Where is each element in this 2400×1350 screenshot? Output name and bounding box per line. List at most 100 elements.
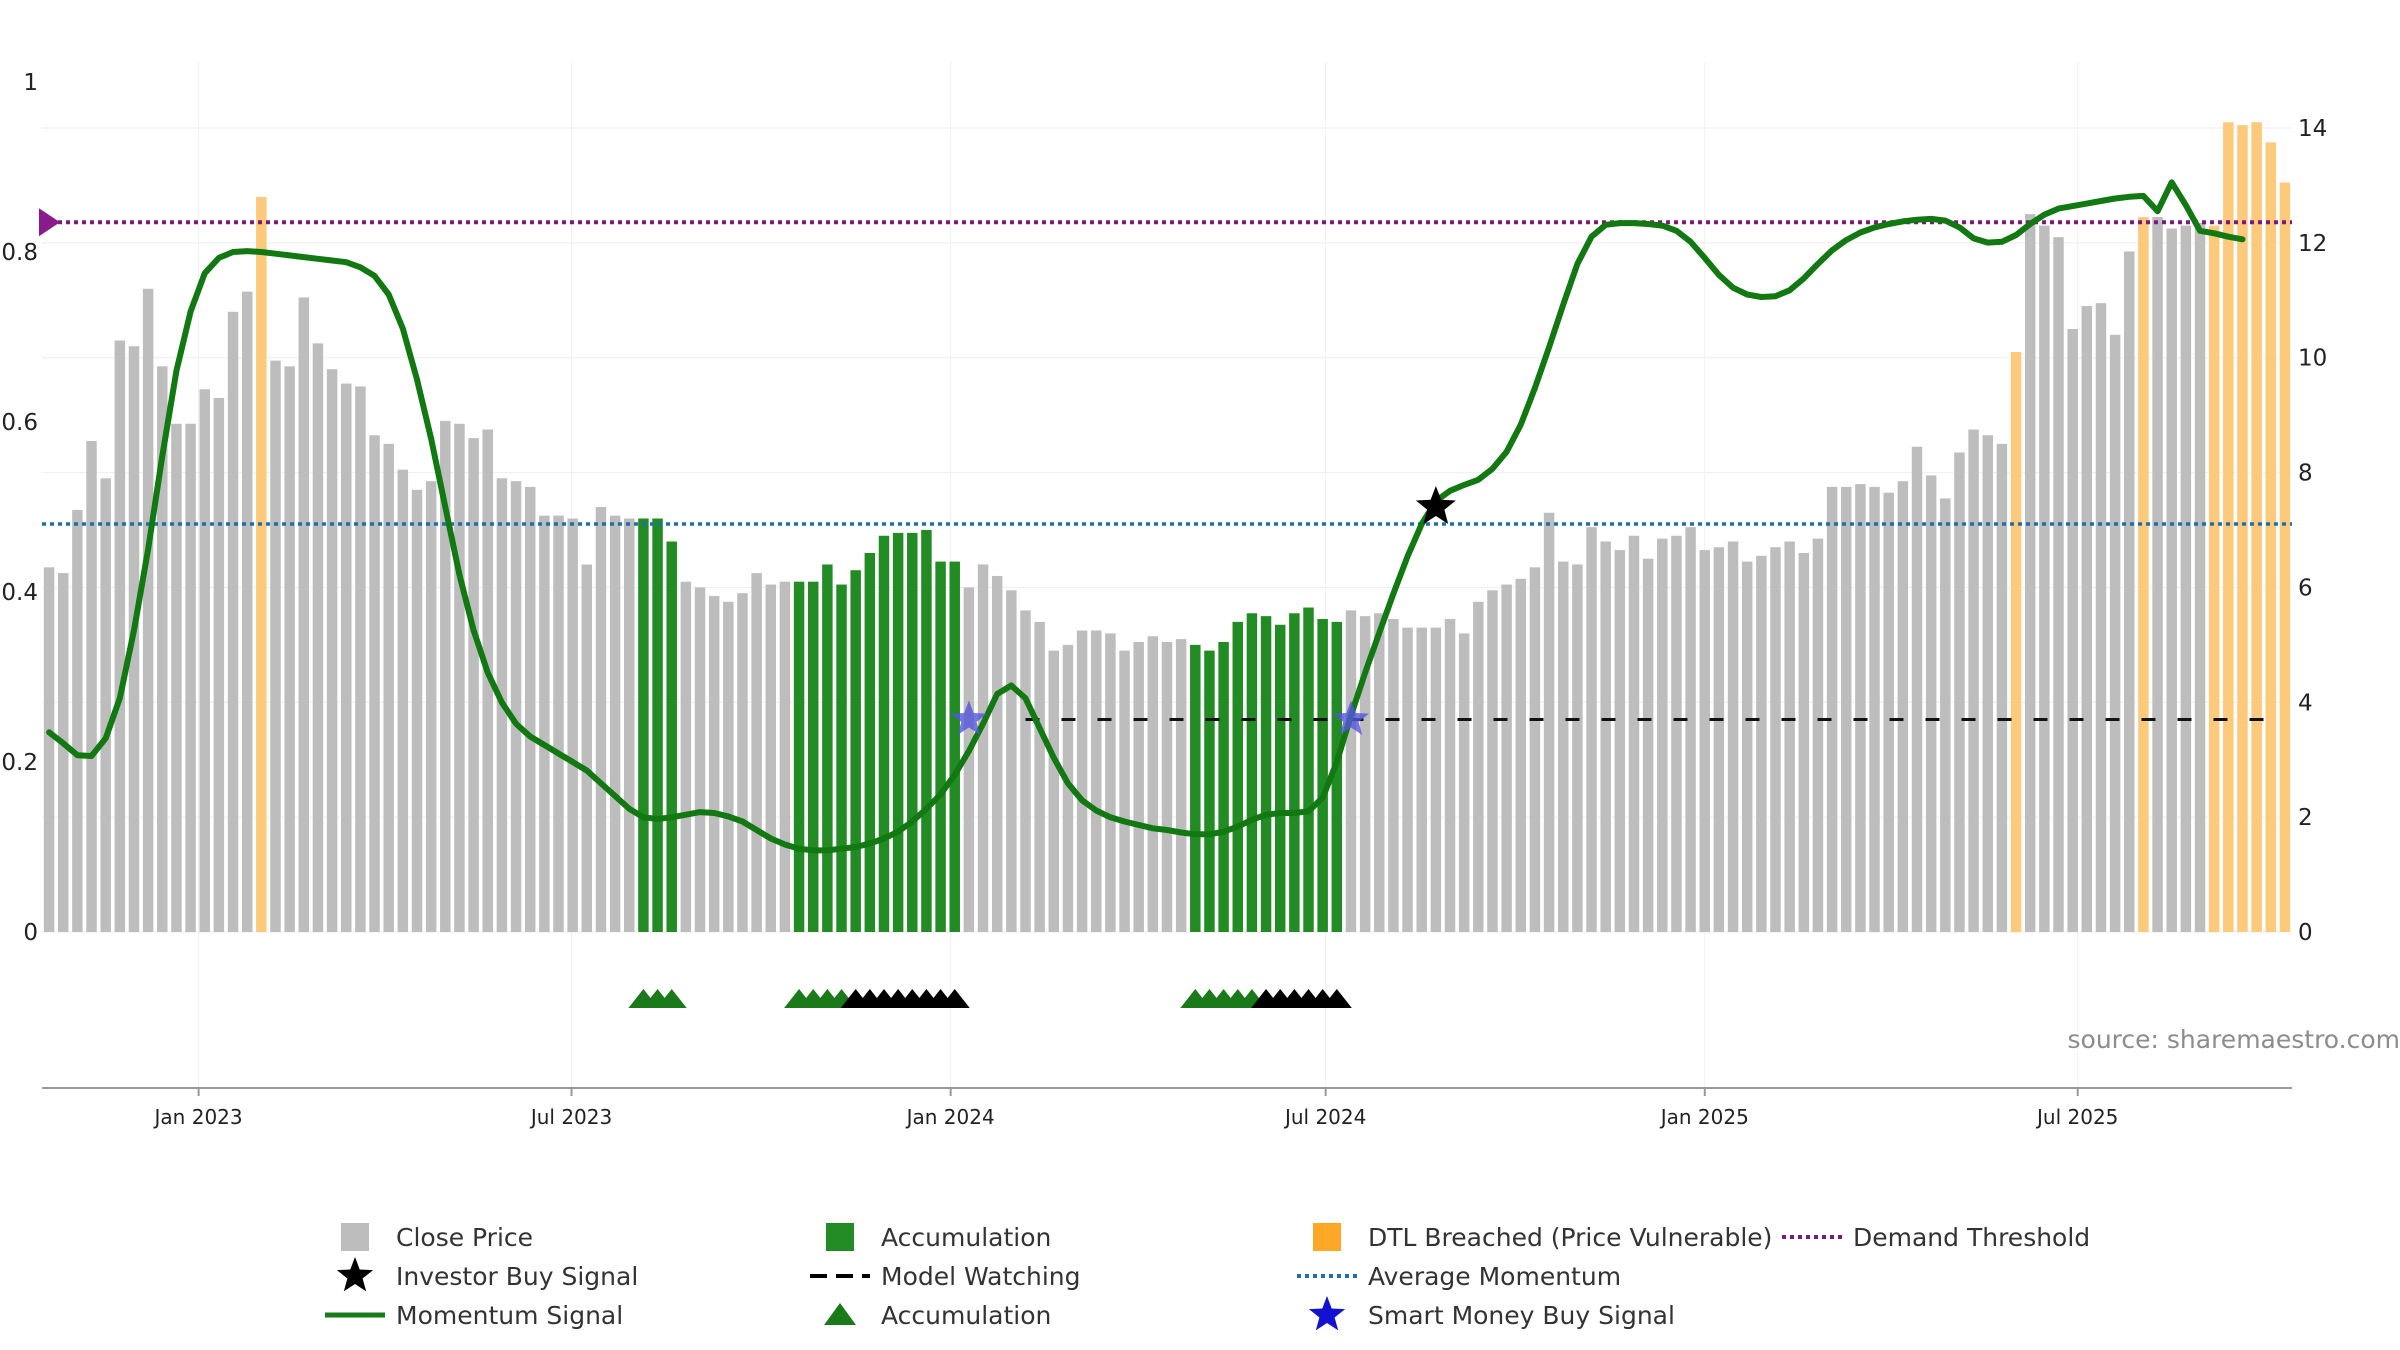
left-y-tick-label: 0.4 [1,580,38,606]
close-price-bar [397,469,409,932]
close-price-bar [1770,547,1781,932]
legend-investor-buy-signal-label: Investor Buy Signal [396,1262,638,1291]
momentum-layer [46,179,2246,854]
close-price-bar [326,369,338,932]
close-price-bar [1841,486,1852,932]
dtl-breached-bar [2208,225,2220,933]
close-price-bar [383,443,394,932]
accumulation-bar [949,561,960,932]
close-price-bar [1925,475,1937,932]
close-price-bar [199,389,210,932]
close-price-bar [227,311,239,932]
legend-smart-money-buy-signal-label: Smart Money Buy Signal [1368,1301,1675,1330]
accumulation-bar [652,518,663,932]
close-price-bar [1741,561,1753,932]
legend-accumulation-swatch [826,1223,854,1251]
dtl-breached-bar [2279,182,2291,933]
accumulation-bar [822,564,833,932]
close-price-bar [1642,558,1654,932]
legend-model-watching-label: Model Watching [881,1262,1081,1291]
accumulation-bar [921,530,932,932]
close-price-bar [355,386,366,932]
close-price-bar [2081,306,2093,932]
left-y-tick-label: 0.6 [1,410,38,436]
x-tick-label: Jan 2023 [153,1105,243,1129]
close-price-bar [1048,650,1060,932]
close-price-bar [1529,567,1541,932]
dtl-breached-bar [2251,122,2262,932]
left-y-tick-label: 1 [23,70,38,96]
accumulation-bar [666,541,677,932]
close-price-bar [539,515,550,932]
left-y-tick-label: 0 [23,920,38,946]
dtl-breached-bar [256,196,267,932]
source-label: source: sharemaestro.com [2068,1025,2400,1054]
close-price-bar [2024,214,2036,933]
close-price-bar [524,486,536,932]
close-price-bar [1430,627,1442,932]
close-price-bar [1869,486,1880,932]
accumulation-bar [1303,607,1314,932]
close-price-bar [1657,538,1668,932]
close-price-bar [1671,535,1682,932]
close-price-bar [454,423,465,932]
close-price-bar [680,581,692,932]
legend-accumulation-label: Accumulation [881,1301,1051,1330]
close-price-bar [567,518,578,932]
close-price-bar [440,420,451,932]
close-price-bar [1855,484,1866,932]
dtl-breached-bar [2138,217,2149,932]
close-price-bar [312,343,324,932]
close-price-bar [341,383,352,932]
close-price-bar [1444,619,1456,932]
close-price-bar [2152,217,2163,932]
accumulation-bar [864,552,876,932]
right-y-tick-label: 10 [2298,346,2327,372]
close-price-bar [1600,541,1611,932]
close-price-bar [1091,630,1102,932]
close-price-bar [1727,541,1739,932]
close-price-bar [963,587,975,932]
legend: Close Price Investor Buy Signal Momentum S… [325,1223,2090,1331]
close-price-bar [1996,443,2008,932]
accumulation-bar [1232,621,1243,932]
smart-money-buy-signal-star [1332,700,1369,735]
right-y-tick-label: 0 [2298,920,2313,946]
close-price-bar [1543,512,1555,932]
close-price-bar [1897,481,1909,932]
close-price-bar [1572,564,1583,932]
legend-investor-buy-signal-icon [336,1257,374,1292]
close-price-bar [142,288,154,932]
close-price-bar [1940,498,1951,932]
close-price-bar [977,564,989,932]
close-price-bar [2053,237,2064,933]
close-price-bar [1161,641,1173,932]
close-price-bar [624,518,635,932]
close-price-bar [2109,334,2121,932]
accumulation-bar [836,584,847,932]
legend-close-price-swatch [341,1223,369,1251]
close-price-bar [1359,616,1371,932]
accumulation-bar [1260,616,1272,932]
close-price-bar [1119,650,1130,932]
accumulation-bar [1331,621,1343,932]
close-price-bar [2067,329,2078,932]
close-price-bar [737,593,748,932]
close-price-bar [468,438,479,932]
accumulation-bar [850,570,861,932]
close-price-bar [1826,486,1838,932]
close-price-bar [114,340,126,932]
close-price-bar [510,481,522,932]
accumulation-marker-green [656,989,687,1008]
smart-money-buy-signal-star [950,700,987,735]
legend-accumulation-label: Accumulation [881,1223,1051,1252]
x-tick-label: Jan 2024 [905,1105,995,1129]
close-price-bar [43,567,55,932]
accumulation-bar [1317,619,1328,932]
x-tick-label: Jan 2025 [1659,1105,1749,1129]
x-tick-label: Jul 2024 [1283,1105,1366,1129]
close-price-bar [1713,547,1725,932]
close-price-bar [1020,610,1031,932]
dtl-breached-bar [2010,351,2022,932]
left-y-tick-label: 0.8 [1,240,38,266]
